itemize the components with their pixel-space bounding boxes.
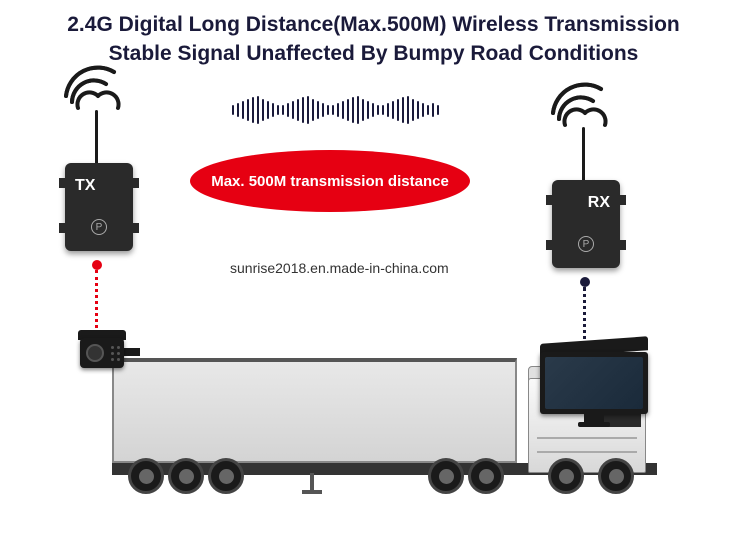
rx-label: RX <box>588 194 610 212</box>
truck-trailer <box>112 358 517 463</box>
truck-wheel <box>598 458 634 494</box>
digital-signal-icon <box>175 92 495 128</box>
truck-wheel <box>468 458 504 494</box>
watermark-text: sunrise2018.en.made-in-china.com <box>230 260 449 276</box>
badge-text: Max. 500M transmission distance <box>211 173 449 190</box>
rear-camera-icon <box>78 330 138 375</box>
tx-device: TX P <box>65 163 133 251</box>
tx-antenna <box>95 110 98 165</box>
truck-wheel <box>168 458 204 494</box>
rx-antenna <box>582 127 585 182</box>
rx-line-dot <box>580 277 590 287</box>
dash-monitor-icon <box>540 346 660 426</box>
tx-p-icon: P <box>91 219 107 235</box>
truck-wheel <box>548 458 584 494</box>
rx-p-icon: P <box>578 236 594 252</box>
distance-badge: Max. 500M transmission distance <box>190 150 470 212</box>
tx-signal-wave-icon <box>58 58 138 128</box>
rx-signal-wave-icon <box>545 75 625 145</box>
truck-wheel <box>428 458 464 494</box>
truck-wheel <box>128 458 164 494</box>
rx-device: RX P <box>552 180 620 268</box>
truck-wheel <box>208 458 244 494</box>
title-line-1: 2.4G Digital Long Distance(Max.500M) Wir… <box>20 10 727 39</box>
tx-line-dot <box>92 260 102 270</box>
tx-label: TX <box>75 177 95 195</box>
